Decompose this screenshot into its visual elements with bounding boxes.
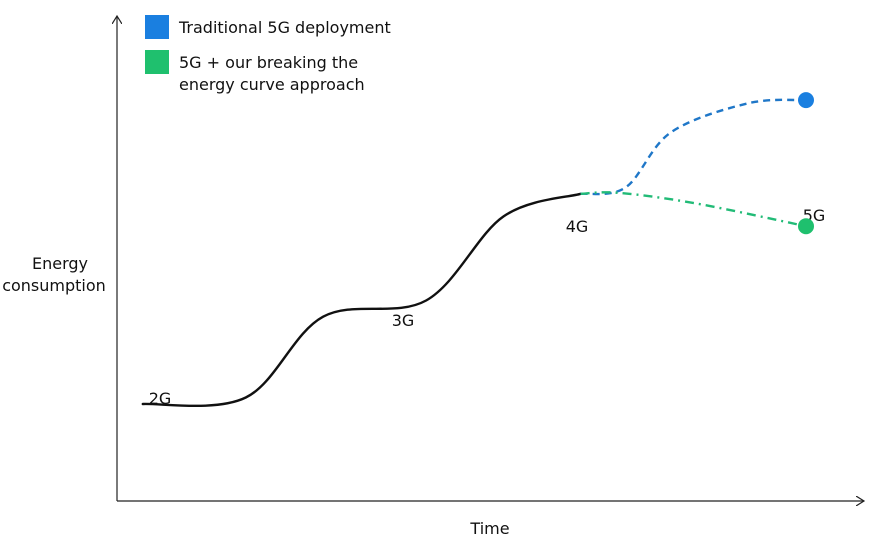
y-axis-title-line-1: Energy — [32, 254, 88, 273]
era-label-3g: 3G — [392, 311, 415, 330]
series-line-breaking-energy-curve — [580, 191, 807, 228]
legend: Traditional 5G deployment 5G + our break… — [145, 15, 391, 94]
legend-label-breaking-line-1: 5G + our breaking the — [179, 53, 358, 72]
end-marker-breaking-energy-curve — [798, 218, 814, 235]
end-marker-traditional-5g — [798, 92, 814, 109]
legend-label-traditional: Traditional 5G deployment — [178, 18, 391, 37]
series-line-traditional-5g — [580, 98, 807, 196]
series-line-history — [141, 192, 582, 408]
era-label-4g: 4G — [566, 217, 589, 236]
y-axis-title-line-2: consumption — [2, 276, 106, 295]
legend-swatch-traditional — [145, 15, 169, 39]
x-axis-title: Time — [469, 519, 509, 538]
legend-label-breaking-line-2: energy curve approach — [179, 75, 365, 94]
legend-swatch-breaking — [145, 50, 169, 74]
